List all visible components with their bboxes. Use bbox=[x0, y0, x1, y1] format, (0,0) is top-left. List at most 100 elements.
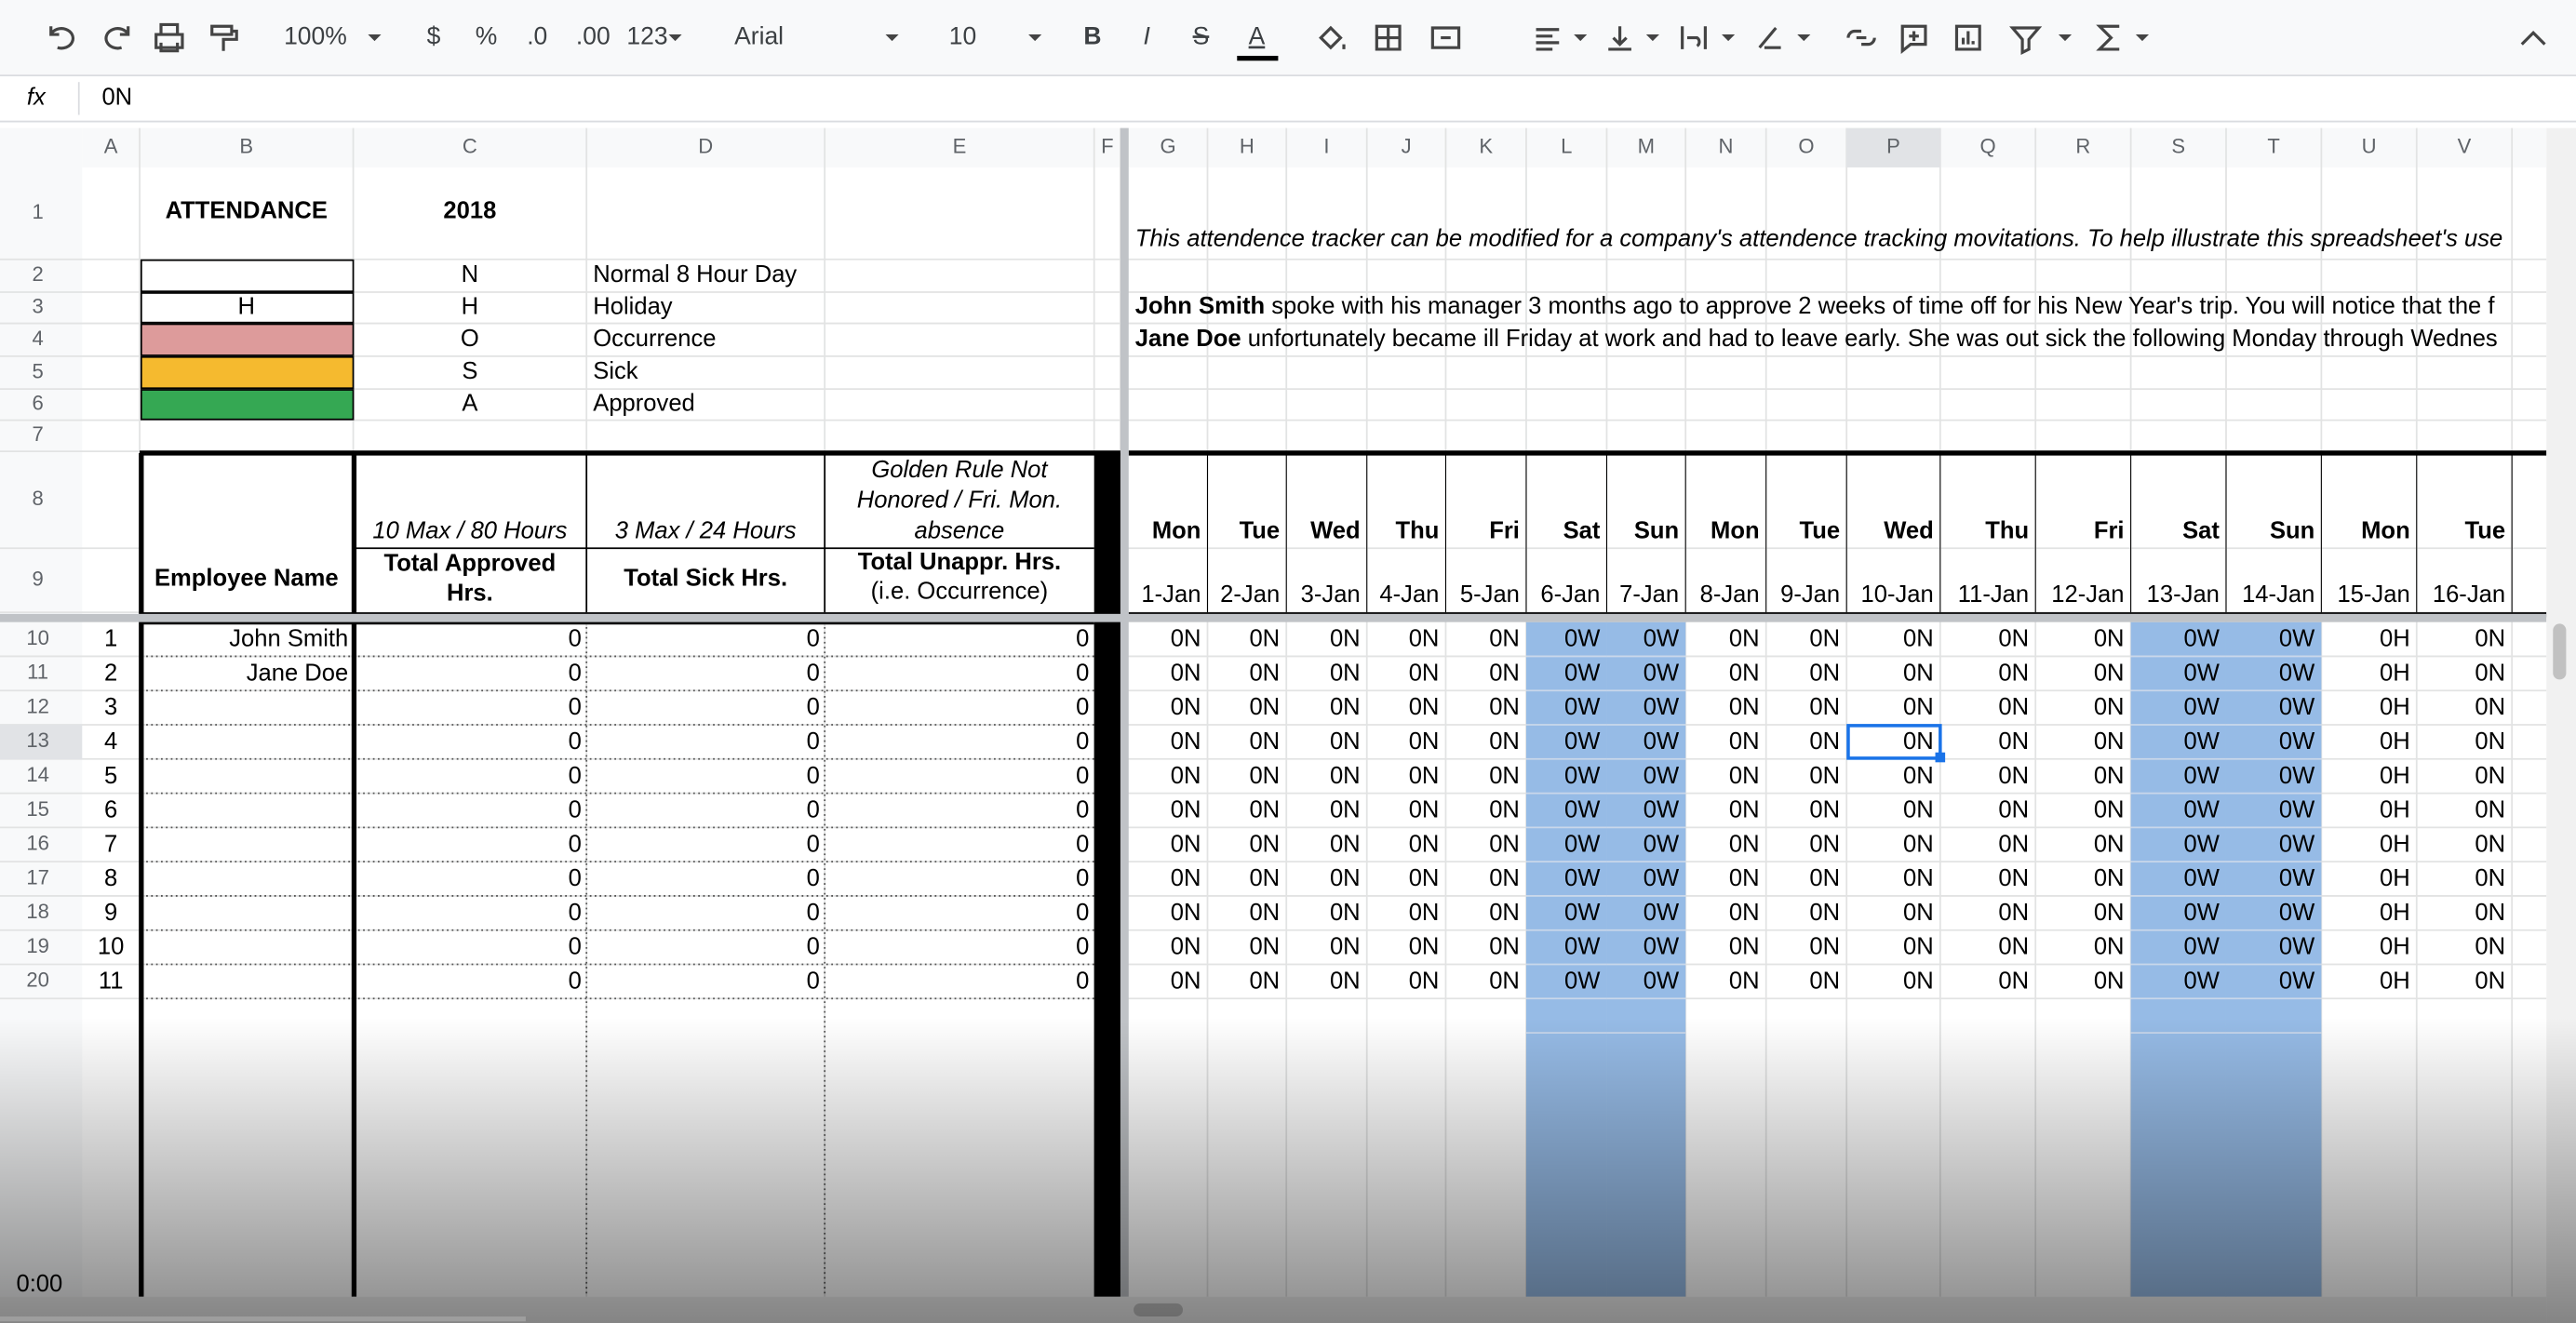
column-header[interactable]: N bbox=[1718, 135, 1733, 158]
day-cell[interactable]: 0N bbox=[1489, 969, 1520, 995]
row-header[interactable]: 11 bbox=[27, 661, 48, 684]
day-cell[interactable]: 0N bbox=[1330, 660, 1361, 686]
day-cell[interactable]: 0N bbox=[1249, 728, 1280, 755]
day-cell[interactable]: 0N bbox=[2475, 969, 2505, 995]
day-cell[interactable]: 0N bbox=[1409, 694, 1440, 720]
row-header[interactable]: 19 bbox=[26, 934, 49, 957]
column-header[interactable]: S bbox=[2171, 135, 2185, 158]
valign-button[interactable] bbox=[1608, 26, 1631, 51]
day-cell[interactable]: 0N bbox=[2475, 831, 2505, 857]
day-cell[interactable]: 0W bbox=[1564, 831, 1601, 857]
day-cell[interactable]: 0N bbox=[2475, 694, 2505, 720]
day-cell[interactable]: 0N bbox=[1809, 728, 1840, 755]
day-cell[interactable]: 0H bbox=[2380, 934, 2410, 960]
vertical-scroll-thumb[interactable] bbox=[2553, 623, 2567, 680]
column-header[interactable]: M bbox=[1638, 135, 1655, 158]
toolbar-font[interactable]: Arial bbox=[734, 22, 784, 50]
day-cell[interactable]: 0N bbox=[1903, 797, 1934, 823]
print-button[interactable] bbox=[154, 22, 184, 53]
column-header[interactable]: J bbox=[1402, 135, 1412, 158]
day-cell[interactable]: 0W bbox=[1644, 831, 1680, 857]
day-cell[interactable]: 0W bbox=[2184, 900, 2220, 926]
day-cell[interactable]: 0W bbox=[1644, 660, 1680, 686]
row-header[interactable]: 17 bbox=[26, 865, 49, 889]
day-cell[interactable]: 0N bbox=[2475, 728, 2505, 755]
row-header[interactable]: 12 bbox=[26, 694, 49, 717]
day-cell[interactable]: 0W bbox=[1644, 728, 1680, 755]
day-cell[interactable]: 0N bbox=[1249, 797, 1280, 823]
day-cell[interactable]: 0N bbox=[1249, 969, 1280, 995]
day-cell[interactable]: 0N bbox=[1809, 969, 1840, 995]
column-header[interactable]: D bbox=[698, 135, 713, 158]
day-cell[interactable]: 0N bbox=[2094, 728, 2125, 755]
column-header[interactable]: K bbox=[1479, 135, 1493, 158]
column-header[interactable]: G bbox=[1161, 135, 1176, 158]
day-cell[interactable]: 0N bbox=[1171, 831, 1201, 857]
day-cell[interactable]: 0N bbox=[2475, 763, 2505, 789]
column-header[interactable]: O bbox=[1798, 135, 1814, 158]
row-header[interactable]: 3 bbox=[32, 295, 43, 318]
day-cell[interactable]: 0N bbox=[1171, 694, 1201, 720]
day-cell[interactable]: 0N bbox=[1330, 969, 1361, 995]
day-cell[interactable]: 0N bbox=[1729, 763, 1760, 789]
day-cell[interactable]: 0W bbox=[1644, 797, 1680, 823]
day-cell[interactable]: 0N bbox=[1330, 797, 1361, 823]
day-cell[interactable]: 0N bbox=[1171, 728, 1201, 755]
day-cell[interactable]: 0N bbox=[1729, 969, 1760, 995]
day-cell[interactable]: 0H bbox=[2380, 728, 2410, 755]
row-header[interactable]: 15 bbox=[26, 797, 49, 821]
column-header[interactable]: B bbox=[239, 135, 253, 158]
day-cell[interactable]: 0W bbox=[1644, 694, 1680, 720]
day-cell[interactable]: 0N bbox=[1330, 763, 1361, 789]
column-header[interactable]: V bbox=[2458, 135, 2472, 158]
filter-button[interactable] bbox=[2009, 26, 2043, 56]
day-cell[interactable]: 0N bbox=[1171, 660, 1201, 686]
day-cell[interactable]: 0N bbox=[1249, 865, 1280, 891]
toolbar-decrease-decimals[interactable]: .0 bbox=[527, 22, 547, 50]
wrap-button[interactable] bbox=[1681, 26, 1707, 49]
day-cell[interactable]: 0W bbox=[2184, 626, 2220, 652]
day-cell[interactable]: 0N bbox=[1809, 865, 1840, 891]
day-cell[interactable]: 0W bbox=[1644, 626, 1680, 652]
day-cell[interactable]: 0N bbox=[2475, 797, 2505, 823]
column-header[interactable]: E bbox=[953, 135, 967, 158]
day-cell[interactable]: 0N bbox=[1998, 797, 2029, 823]
toolbar-font-size[interactable]: 10 bbox=[949, 22, 976, 50]
day-cell[interactable]: 0N bbox=[1903, 865, 1934, 891]
day-cell[interactable]: 0N bbox=[1409, 865, 1440, 891]
day-cell[interactable]: 0N bbox=[1330, 728, 1361, 755]
day-cell[interactable]: 0N bbox=[1249, 934, 1280, 960]
rotate-button[interactable] bbox=[1758, 26, 1781, 49]
day-cell[interactable]: 0N bbox=[1998, 969, 2029, 995]
day-cell[interactable]: 0N bbox=[2094, 969, 2125, 995]
column-header[interactable]: L bbox=[1561, 135, 1572, 158]
undo-button[interactable] bbox=[49, 26, 74, 50]
day-cell[interactable]: 0H bbox=[2380, 865, 2410, 891]
day-cell[interactable]: 0N bbox=[1903, 831, 1934, 857]
day-cell[interactable]: 0W bbox=[2279, 865, 2315, 891]
day-cell[interactable]: 0W bbox=[1644, 934, 1680, 960]
day-cell[interactable]: 0N bbox=[1998, 900, 2029, 926]
day-cell[interactable]: 0N bbox=[1249, 626, 1280, 652]
day-cell[interactable]: 0N bbox=[1249, 763, 1280, 789]
toolbar-percent[interactable]: % bbox=[476, 22, 498, 50]
row-header[interactable]: 14 bbox=[26, 763, 49, 786]
toolbar-text-color[interactable]: A bbox=[1249, 22, 1266, 50]
column-header[interactable]: A bbox=[104, 135, 118, 158]
fill-color-button[interactable] bbox=[1319, 25, 1346, 50]
day-cell[interactable]: 0N bbox=[1409, 728, 1440, 755]
day-cell[interactable]: 0N bbox=[1171, 626, 1201, 652]
day-cell[interactable]: 0N bbox=[2094, 660, 2125, 686]
column-header[interactable]: Q bbox=[1979, 135, 1995, 158]
day-cell[interactable]: 0N bbox=[1489, 763, 1520, 789]
day-cell[interactable]: 0N bbox=[2475, 660, 2505, 686]
day-cell[interactable]: 0N bbox=[1729, 626, 1760, 652]
day-cell[interactable]: 0W bbox=[1564, 728, 1601, 755]
day-cell[interactable]: 0N bbox=[1998, 694, 2029, 720]
day-cell[interactable]: 0H bbox=[2380, 660, 2410, 686]
row-header[interactable]: 18 bbox=[26, 900, 49, 923]
day-cell[interactable]: 0N bbox=[1489, 694, 1520, 720]
row-header[interactable]: 1 bbox=[32, 200, 43, 223]
row-header[interactable]: 4 bbox=[32, 327, 43, 350]
day-cell[interactable]: 0N bbox=[2094, 831, 2125, 857]
